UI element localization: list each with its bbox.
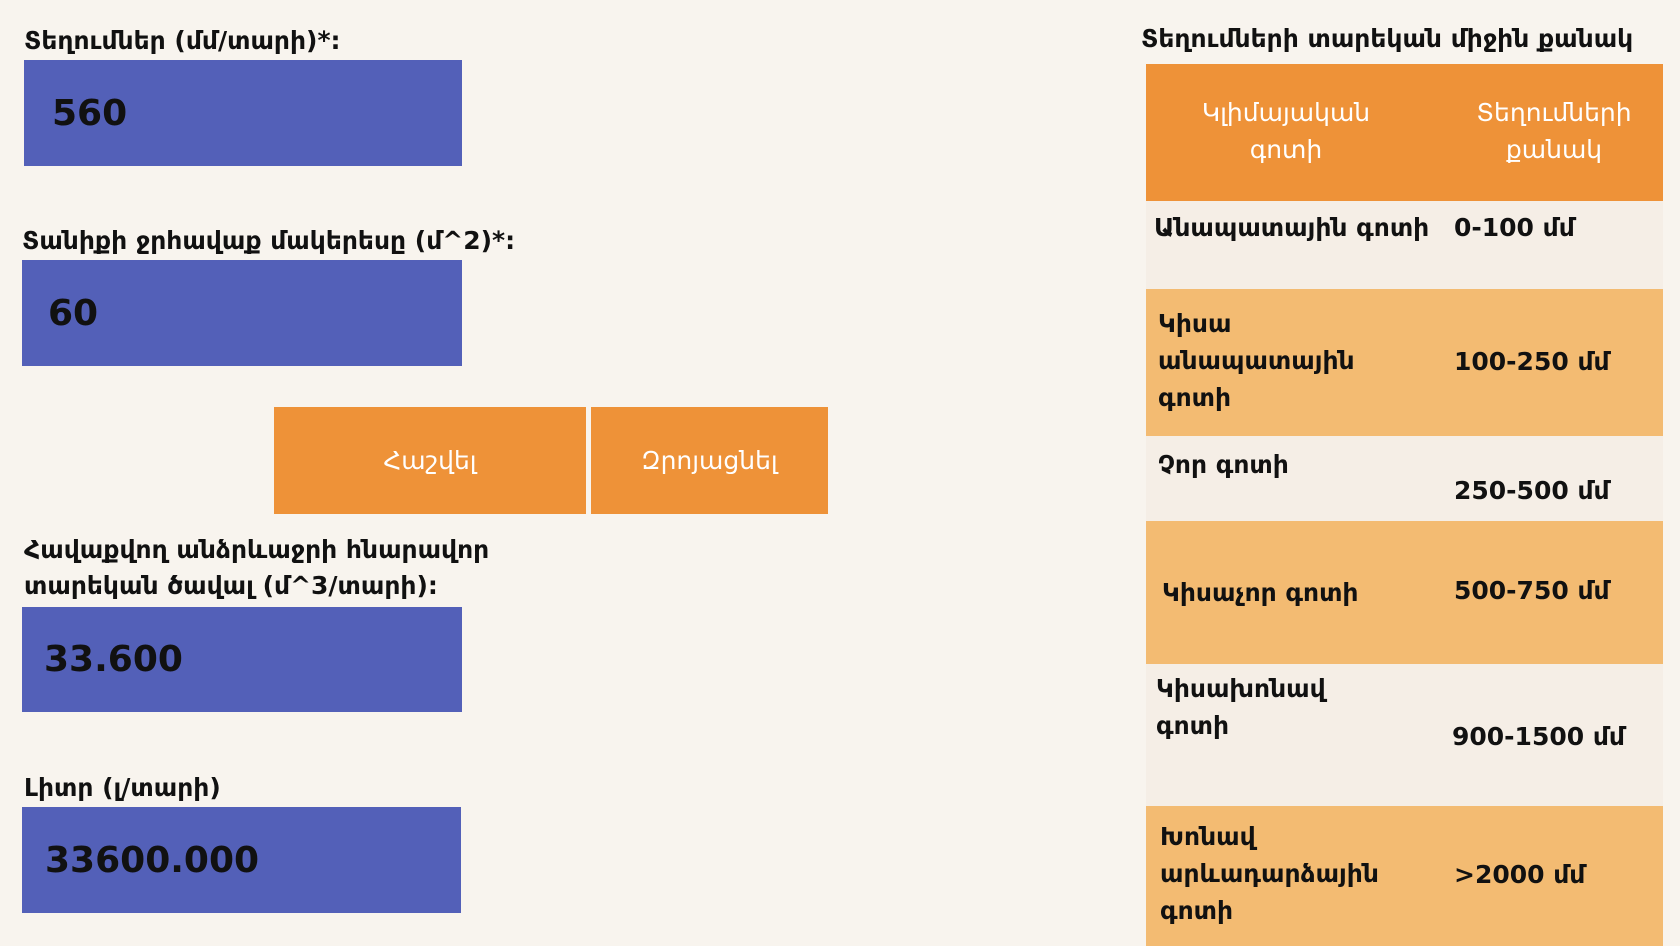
table-row: Կիսախոնավ գոտի 900-1500 մմ	[1146, 664, 1663, 806]
output-field: 33.600	[22, 607, 462, 712]
output-field: 33600.000	[22, 807, 461, 913]
cell: Չոր գոտի	[1158, 450, 1289, 479]
header-cell: Տեղումների քանակ	[1476, 98, 1632, 164]
table-row: Կիսաչոր գոտի 500-750 մմ	[1146, 521, 1663, 664]
cell: 0-100 մմ	[1454, 213, 1575, 242]
table-row: Խոնավ արևադարձային գոտի >2000 մմ	[1146, 806, 1663, 946]
field-label: Տանիքի ջրհավաք մակերեսը (մ^2)*:	[22, 226, 516, 255]
calculate-button[interactable]: Հաշվել	[274, 407, 586, 514]
table-row: Կիսա անապատային գոտի 100-250 մմ	[1146, 289, 1663, 436]
field-label: Տեղումներ (մմ/տարի)*:	[24, 26, 341, 55]
field-label: Հավաքվող անձրևաջրի հնարավոր տարեկան ծավա…	[24, 535, 490, 600]
table-title: Տեղումների տարեկան միջին քանակ	[1141, 24, 1634, 53]
cell: Խոնավ արևադարձային գոտի	[1160, 822, 1379, 925]
cell: 250-500 մմ	[1454, 476, 1610, 505]
cell: >2000 մմ	[1454, 860, 1586, 889]
table-row: Չոր գոտի 250-500 մմ	[1146, 436, 1663, 521]
field-label: Լիտր (լ/տարի)	[24, 773, 221, 802]
input-field[interactable]: 60	[22, 260, 462, 366]
table-row: Անապատային գոտի 0-100 մմ	[1146, 201, 1663, 289]
cell: 500-750 մմ	[1454, 576, 1610, 605]
cell: Կիսախոնավ գոտի	[1156, 674, 1326, 740]
header-cell: Կլիմայական գոտի	[1201, 98, 1371, 164]
input-field[interactable]: 560	[24, 60, 462, 166]
table-header: Կլիմայական գոտի Տեղումների քանակ	[1146, 64, 1663, 201]
cell: 900-1500 մմ	[1452, 722, 1625, 751]
cell: Կիսաչոր գոտի	[1162, 578, 1359, 607]
cell: Կիսա անապատային գոտի	[1158, 309, 1355, 412]
cell: 100-250 մմ	[1454, 347, 1610, 376]
reset-button[interactable]: Զրոյացնել	[591, 407, 828, 514]
cell: Անապատային գոտի	[1154, 213, 1430, 242]
